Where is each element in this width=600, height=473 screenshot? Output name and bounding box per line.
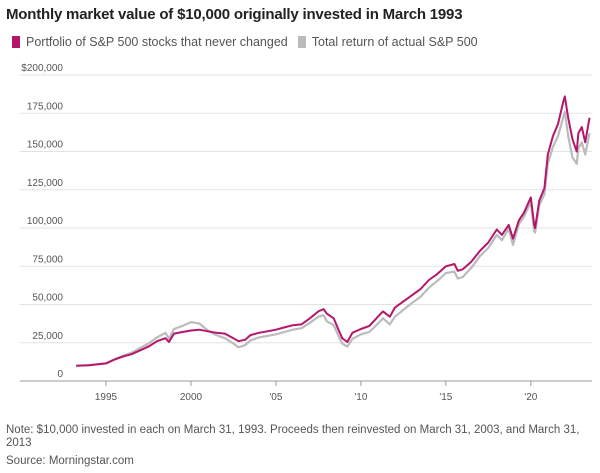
y-tick-label-0: 0 [57,369,63,380]
series-line-sp500 [76,110,591,367]
x-tick-label-5: '20 [524,392,537,403]
y-tick-label-3: 75,000 [32,254,63,265]
y-tick-label-5: 125,000 [27,178,64,189]
y-tick-label-4: 100,000 [27,216,64,227]
chart-title: Monthly market value of $10,000 original… [6,6,463,23]
x-tick-label-1: 2000 [180,392,203,403]
y-tick-label-1: 25,000 [32,331,63,342]
x-tick-label-4: '15 [439,392,452,403]
legend-item-sp500: Total return of actual S&P 500 [297,35,478,49]
x-tick-label-2: '05 [269,392,282,403]
y-axis-ticks: 0 25,000 50,000 75,000 100,000 125,000 150,000… [21,63,63,380]
x-axis-ticks: 1995 2000 '05 '10 '15 '20 [95,381,538,403]
y-tick-label-8: $200,000 [21,63,63,74]
x-tick-label-3: '10 [354,392,367,403]
series-lines [76,95,591,367]
x-tick-label-0: 1995 [95,392,118,403]
y-tick-label-7: 175,000 [27,101,64,112]
chart-source: Source: Morningstar.com [6,455,134,467]
y-tick-label-2: 50,000 [32,293,63,304]
legend-label-sp500: Total return of actual S&P 500 [311,35,478,49]
legend-swatch-sp500 [297,36,306,48]
legend-swatch-portfolio [12,36,20,48]
legend-label-portfolio: Portfolio of S&P 500 stocks that never c… [26,35,288,49]
chart-note: Note: $10,000 invested in each on March … [6,424,580,449]
grid-lines [20,74,592,382]
legend-item-portfolio: Portfolio of S&P 500 stocks that never c… [12,35,288,49]
chart-legend: Portfolio of S&P 500 stocks that never c… [12,35,488,49]
y-tick-label-6: 150,000 [27,140,64,151]
series-line-portfolio [76,95,591,367]
